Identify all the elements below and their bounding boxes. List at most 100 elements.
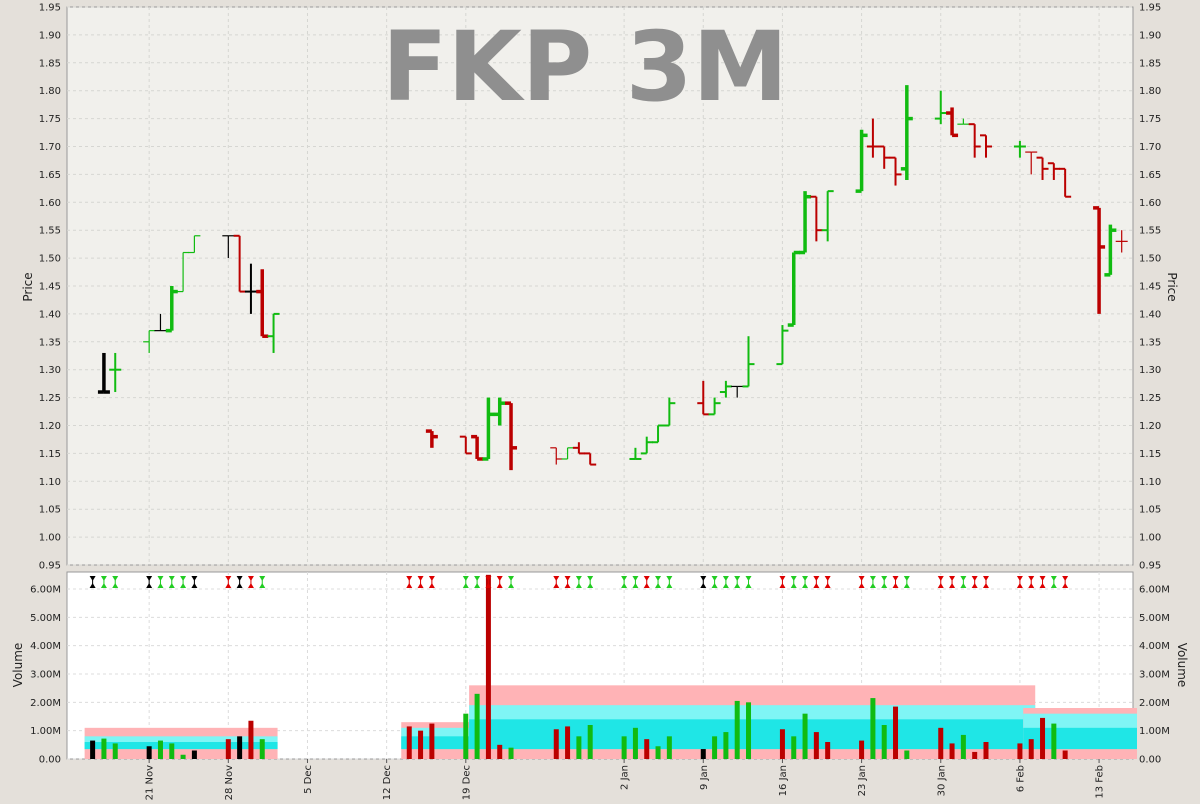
price-tick-label: 1.00 bbox=[39, 533, 61, 544]
ohlc-bar bbox=[866, 118, 879, 158]
volume-bar bbox=[870, 698, 876, 759]
signal-marker bbox=[790, 576, 797, 588]
signal-marker bbox=[168, 576, 175, 588]
date-tick-label: 21 Nov bbox=[145, 765, 156, 800]
ohlc-bar bbox=[776, 325, 789, 366]
ohlc-bar bbox=[244, 263, 257, 314]
ohlc-bar bbox=[572, 442, 585, 455]
ohlc-bar bbox=[1104, 224, 1117, 277]
signal-marker bbox=[655, 576, 662, 588]
signal-marker bbox=[621, 576, 628, 588]
volume-bar bbox=[700, 749, 706, 759]
ohlc-bar bbox=[177, 251, 190, 293]
volume-bar bbox=[949, 743, 955, 759]
ohlc-bar bbox=[1025, 151, 1038, 175]
signal-marker bbox=[666, 576, 673, 588]
price-axis-label-left: Price bbox=[21, 272, 35, 301]
volume-bar bbox=[474, 693, 480, 759]
ohlc-bar bbox=[471, 434, 484, 461]
ohlc-bar bbox=[731, 385, 744, 398]
signal-marker bbox=[745, 576, 752, 588]
volume-bar bbox=[881, 725, 887, 759]
signal-marker bbox=[1062, 576, 1069, 588]
price-tick-label: 0.95 bbox=[1139, 561, 1161, 572]
signal-marker bbox=[496, 576, 503, 588]
signal-marker bbox=[643, 576, 650, 588]
ohlc-bar bbox=[934, 90, 947, 125]
signal-marker bbox=[428, 576, 435, 588]
volume-bar bbox=[101, 738, 107, 759]
volume-bar bbox=[644, 739, 650, 759]
volume-bar bbox=[157, 740, 163, 759]
price-tick-label: 1.40 bbox=[39, 309, 61, 320]
ohlc-bar bbox=[946, 107, 959, 138]
date-tick-label: 19 Dec bbox=[461, 765, 472, 800]
volume-bar bbox=[746, 702, 752, 759]
signal-marker bbox=[564, 576, 571, 588]
date-tick-label: 12 Dec bbox=[382, 765, 393, 800]
price-tick-label: 1.50 bbox=[39, 254, 61, 265]
volume-bar bbox=[825, 742, 831, 759]
volume-bar bbox=[259, 739, 265, 759]
signal-marker bbox=[858, 576, 865, 588]
date-tick-label: 16 Jan bbox=[778, 765, 789, 796]
signal-marker bbox=[112, 576, 119, 588]
price-ticks-right: 0.95 1.00 1.05 1.10 1.15 1.20 1.25 1.30 1.35 1.40… bbox=[1139, 3, 1161, 572]
volume-bar bbox=[859, 740, 865, 759]
ohlc-bar bbox=[97, 352, 110, 394]
volume-bar bbox=[508, 747, 514, 759]
volume-bar bbox=[893, 706, 899, 759]
date-ticks: 21 Nov 28 Nov 5 Dec 12 Dec 19 Dec 2 Jan 9 Jan 1… bbox=[145, 759, 1106, 800]
ohlc-bar bbox=[878, 145, 891, 169]
signal-marker bbox=[587, 576, 594, 588]
signal-marker bbox=[485, 576, 492, 588]
ohlc-bar bbox=[233, 234, 246, 293]
ohlc-bar bbox=[165, 286, 178, 333]
signal-marker bbox=[813, 576, 820, 588]
ohlc-bar bbox=[663, 397, 676, 427]
signal-marker bbox=[89, 576, 96, 588]
price-tick-label: 1.85 bbox=[1139, 58, 1161, 69]
ohlc-bar bbox=[493, 397, 506, 426]
price-tick-label: 1.85 bbox=[39, 58, 61, 69]
volume-bar bbox=[112, 743, 118, 759]
ohlc-bar bbox=[697, 380, 710, 416]
price-axis-label-right: Price bbox=[1165, 272, 1179, 301]
ohlc-bar bbox=[584, 452, 597, 466]
volume-bar bbox=[576, 736, 582, 759]
ohlc-bar bbox=[799, 191, 812, 255]
volume-bar bbox=[225, 739, 231, 759]
volume-tick-label: 3.00M bbox=[30, 670, 61, 681]
price-tick-label: 1.10 bbox=[1139, 477, 1161, 488]
price-tick-label: 1.70 bbox=[39, 142, 61, 153]
ohlc-bar bbox=[267, 312, 280, 353]
signal-marker bbox=[508, 576, 515, 588]
volume-tick-label: 6.00M bbox=[30, 585, 61, 596]
volume-bar bbox=[960, 734, 966, 759]
date-tick-label: 23 Jan bbox=[857, 765, 868, 796]
signal-marker bbox=[892, 576, 899, 588]
price-tick-label: 1.60 bbox=[1139, 198, 1161, 209]
signal-marker bbox=[180, 576, 187, 588]
volume-ticks-right: 0.00 1.00M 2.00M 3.00M 4.00M 5.00M 6.00M bbox=[1139, 585, 1170, 766]
price-tick-label: 1.35 bbox=[39, 337, 61, 348]
price-tick-label: 1.50 bbox=[1139, 254, 1161, 265]
volume-bar bbox=[779, 729, 785, 759]
volume-bar bbox=[734, 700, 740, 759]
volume-bar bbox=[791, 736, 797, 759]
ohlc-bar bbox=[222, 235, 235, 259]
price-tick-label: 1.45 bbox=[39, 282, 61, 293]
volume-bar bbox=[904, 750, 910, 759]
volume-bar bbox=[406, 726, 412, 759]
date-tick-label: 30 Jan bbox=[936, 765, 947, 796]
ohlc-bar bbox=[482, 397, 495, 461]
chart-title: FKP 3M bbox=[382, 11, 788, 123]
ohlc-bar bbox=[109, 352, 122, 393]
volume-bar bbox=[565, 726, 571, 759]
volume-axis-label-left: Volume bbox=[11, 643, 25, 688]
ohlc-bar bbox=[787, 250, 800, 327]
signal-marker bbox=[779, 576, 786, 588]
price-tick-label: 0.95 bbox=[39, 561, 61, 572]
price-tick-label: 1.25 bbox=[1139, 393, 1161, 404]
